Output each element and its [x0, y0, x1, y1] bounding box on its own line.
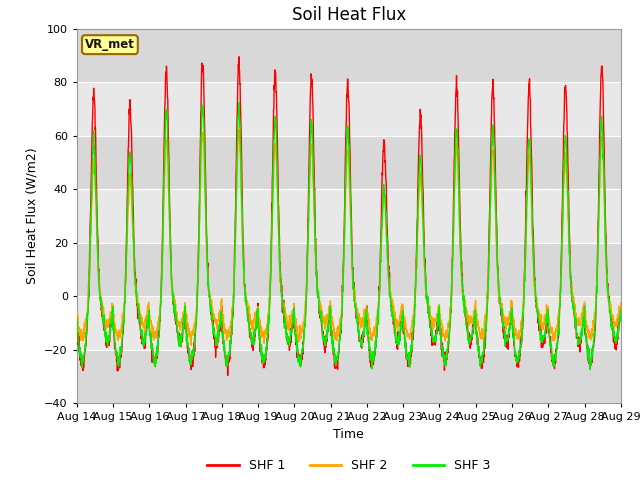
Bar — [77, 29, 621, 82]
SHF 3 — [235, 100, 243, 106]
SHF 1 — [617, 305, 625, 311]
SHF 2 — [365, 323, 372, 329]
SHF 3 — [586, 367, 594, 372]
SHF 1 — [73, 322, 81, 328]
SHF 3 — [365, 336, 372, 342]
SHF 3 — [507, 310, 515, 316]
SHF 1 — [508, 317, 515, 323]
SHF 1 — [225, 357, 232, 362]
SHF 3 — [376, 258, 384, 264]
Bar — [77, 243, 621, 296]
SHF 1 — [377, 243, 385, 249]
Bar — [77, 82, 621, 136]
SHF 1 — [224, 372, 232, 378]
Bar — [77, 189, 621, 243]
X-axis label: Time: Time — [333, 428, 364, 441]
SHF 2 — [377, 255, 385, 261]
Line: SHF 2: SHF 2 — [77, 130, 621, 345]
SHF 1 — [570, 304, 577, 310]
Text: VR_met: VR_met — [85, 38, 135, 51]
SHF 2 — [570, 299, 577, 305]
SHF 2 — [188, 342, 195, 348]
Line: SHF 1: SHF 1 — [77, 57, 621, 375]
Bar — [77, 350, 621, 403]
SHF 2 — [584, 327, 592, 333]
SHF 2 — [508, 312, 515, 318]
SHF 2 — [235, 127, 243, 132]
SHF 1 — [365, 342, 372, 348]
Bar — [77, 136, 621, 189]
SHF 2 — [617, 300, 625, 305]
Y-axis label: Soil Heat Flux (W/m2): Soil Heat Flux (W/m2) — [26, 148, 38, 284]
SHF 3 — [73, 315, 81, 321]
SHF 1 — [236, 54, 243, 60]
Title: Soil Heat Flux: Soil Heat Flux — [292, 6, 406, 24]
SHF 3 — [617, 312, 625, 318]
SHF 2 — [73, 312, 81, 318]
SHF 3 — [584, 351, 592, 357]
Line: SHF 3: SHF 3 — [77, 103, 621, 370]
SHF 3 — [225, 352, 232, 358]
SHF 3 — [569, 305, 577, 311]
Bar — [77, 296, 621, 350]
Legend: SHF 1, SHF 2, SHF 3: SHF 1, SHF 2, SHF 3 — [202, 455, 495, 478]
SHF 2 — [225, 330, 232, 336]
SHF 1 — [584, 358, 592, 364]
